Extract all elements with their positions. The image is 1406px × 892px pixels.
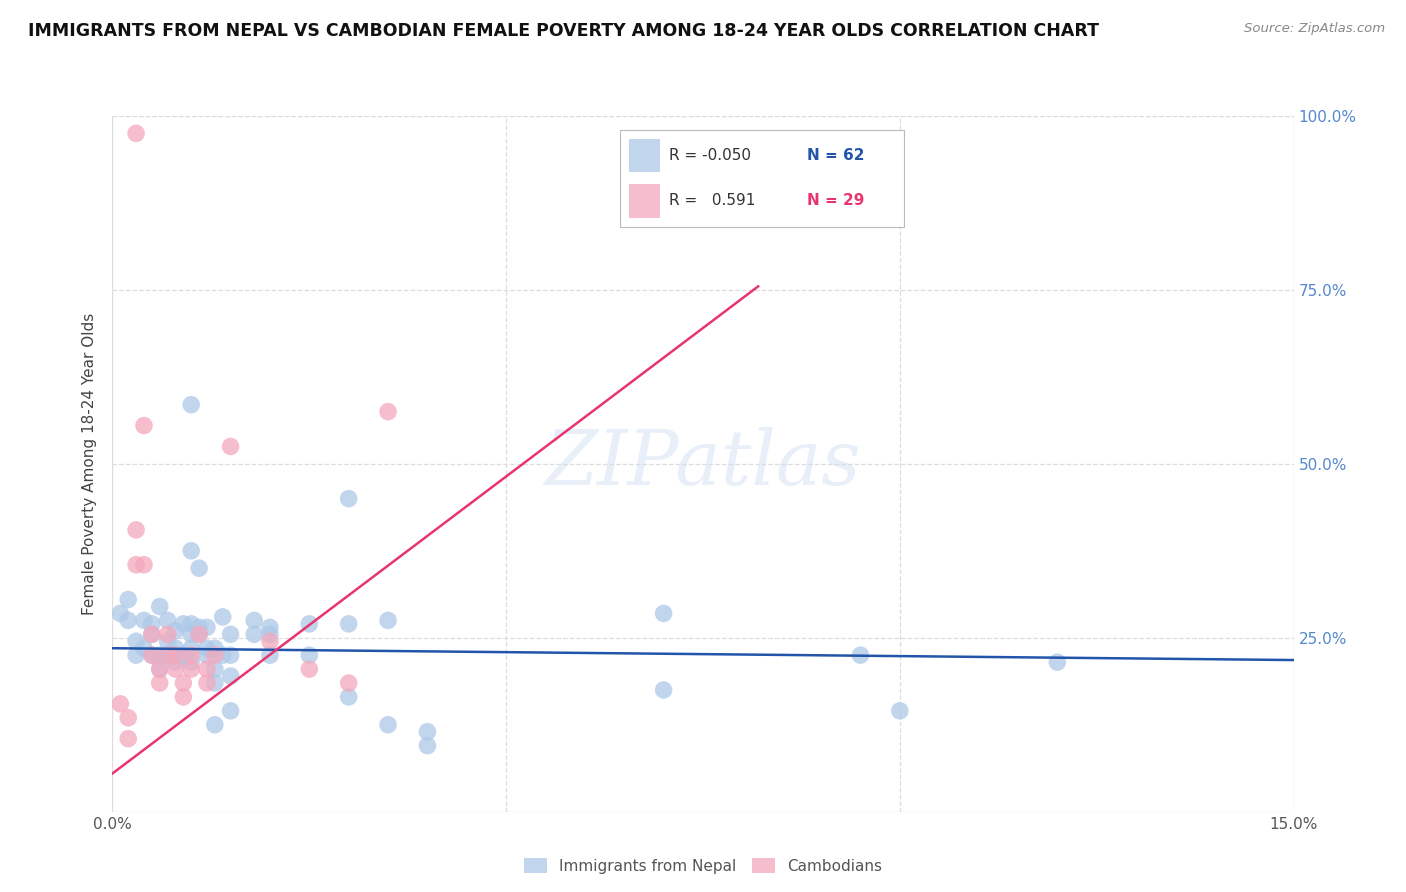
Point — [219, 669, 242, 683]
Point — [204, 641, 226, 656]
Point — [1046, 655, 1069, 669]
Point — [117, 731, 139, 746]
Point — [219, 704, 242, 718]
Point — [188, 620, 211, 634]
Point — [125, 523, 148, 537]
Point — [149, 648, 172, 662]
Point — [165, 655, 187, 669]
Point — [652, 683, 675, 698]
Point — [110, 697, 132, 711]
Point — [219, 440, 242, 454]
Point — [180, 662, 202, 676]
Point — [180, 627, 202, 641]
Point — [211, 610, 233, 624]
Point — [219, 648, 242, 662]
Point — [125, 634, 148, 648]
Point — [195, 620, 218, 634]
Point — [180, 544, 202, 558]
Point — [188, 627, 211, 641]
Point — [195, 676, 218, 690]
Point — [298, 616, 321, 631]
Point — [149, 662, 172, 676]
Point — [298, 662, 321, 676]
Text: IMMIGRANTS FROM NEPAL VS CAMBODIAN FEMALE POVERTY AMONG 18-24 YEAR OLDS CORRELAT: IMMIGRANTS FROM NEPAL VS CAMBODIAN FEMAL… — [28, 22, 1099, 40]
Point — [652, 607, 675, 621]
Point — [377, 614, 399, 628]
Point — [377, 405, 399, 419]
Point — [259, 634, 281, 648]
Point — [849, 648, 872, 662]
Point — [180, 641, 202, 656]
Point — [110, 607, 132, 621]
Point — [204, 676, 226, 690]
Point — [188, 561, 211, 575]
Point — [259, 620, 281, 634]
Point — [211, 648, 233, 662]
Point — [141, 648, 163, 662]
Point — [141, 616, 163, 631]
Point — [156, 634, 179, 648]
Point — [337, 491, 360, 506]
Point — [117, 711, 139, 725]
Text: ZIPatlas: ZIPatlas — [544, 427, 862, 500]
Point — [117, 592, 139, 607]
Point — [188, 627, 211, 641]
Point — [337, 676, 360, 690]
Point — [132, 418, 155, 433]
Point — [141, 627, 163, 641]
Point — [149, 662, 172, 676]
Point — [298, 648, 321, 662]
Point — [172, 676, 194, 690]
Point — [243, 627, 266, 641]
Point — [172, 616, 194, 631]
Point — [125, 558, 148, 572]
Text: Source: ZipAtlas.com: Source: ZipAtlas.com — [1244, 22, 1385, 36]
Point — [204, 648, 226, 662]
Point — [149, 599, 172, 614]
Point — [132, 641, 155, 656]
Point — [156, 648, 179, 662]
Point — [172, 690, 194, 704]
Point — [165, 624, 187, 638]
Point — [172, 648, 194, 662]
Point — [141, 627, 163, 641]
Point — [259, 648, 281, 662]
Point — [156, 648, 179, 662]
Point — [204, 717, 226, 731]
Point — [180, 655, 202, 669]
Point — [156, 614, 179, 628]
Point — [117, 614, 139, 628]
Point — [243, 614, 266, 628]
Point — [337, 616, 360, 631]
Point — [259, 627, 281, 641]
Point — [156, 627, 179, 641]
Point — [125, 648, 148, 662]
Point — [165, 662, 187, 676]
Point — [165, 648, 187, 662]
Point — [416, 739, 439, 753]
Point — [180, 398, 202, 412]
Point — [149, 676, 172, 690]
Point — [416, 724, 439, 739]
Point — [165, 641, 187, 656]
Point — [377, 717, 399, 731]
Point — [889, 704, 911, 718]
Point — [141, 648, 163, 662]
Point — [219, 627, 242, 641]
Point — [195, 641, 218, 656]
Point — [204, 662, 226, 676]
Point — [195, 648, 218, 662]
Point — [132, 558, 155, 572]
Legend: Immigrants from Nepal, Cambodians: Immigrants from Nepal, Cambodians — [517, 852, 889, 880]
Point — [180, 648, 202, 662]
Point — [125, 127, 148, 141]
Y-axis label: Female Poverty Among 18-24 Year Olds: Female Poverty Among 18-24 Year Olds — [82, 313, 97, 615]
Point — [180, 616, 202, 631]
Point — [195, 662, 218, 676]
Point — [132, 614, 155, 628]
Point — [337, 690, 360, 704]
